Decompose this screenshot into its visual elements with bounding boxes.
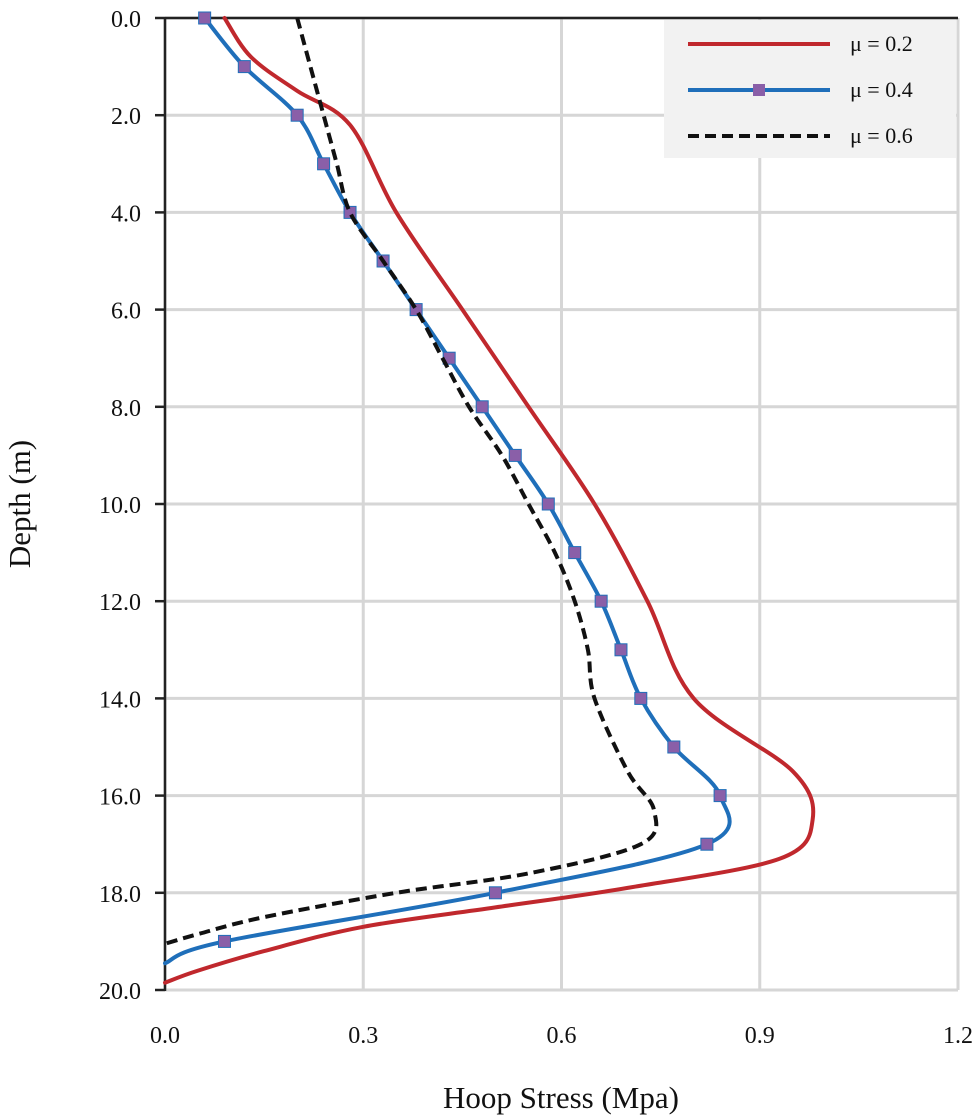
x-tick-label: 0.3 bbox=[348, 1023, 378, 1049]
data-point-marker bbox=[237, 60, 251, 74]
y-tick-label: 4.0 bbox=[111, 201, 141, 227]
data-point-marker bbox=[594, 594, 608, 608]
y-tick-label: 8.0 bbox=[111, 396, 141, 422]
legend-marker bbox=[753, 84, 765, 96]
data-point-marker bbox=[317, 157, 331, 171]
x-tick-label: 1.2 bbox=[943, 1023, 973, 1049]
y-tick-label: 0.0 bbox=[111, 7, 141, 33]
data-point-marker bbox=[475, 400, 489, 414]
data-point-marker bbox=[217, 934, 231, 948]
series-line bbox=[164, 17, 659, 946]
x-tick-label: 0.9 bbox=[745, 1023, 775, 1049]
data-point-marker bbox=[508, 448, 522, 462]
data-point-marker bbox=[700, 837, 714, 851]
legend-label: μ = 0.4 bbox=[850, 77, 913, 102]
tick-labels: 0.0 0.3 0.6 0.9 1.2 0.0 2.0 4.0 6.0 8.0 10.0 12.0 14… bbox=[99, 7, 973, 1049]
axis-layer bbox=[155, 16, 958, 992]
x-tick-label: 0.0 bbox=[150, 1023, 180, 1049]
data-point-marker bbox=[290, 108, 304, 122]
y-axis-title: Depth (m) bbox=[2, 440, 37, 568]
series-layer bbox=[163, 11, 816, 985]
data-point-marker bbox=[541, 497, 555, 511]
legend: μ = 0.2 μ = 0.4 μ = 0.6 bbox=[664, 20, 956, 158]
data-point-marker bbox=[667, 740, 681, 754]
series-1 bbox=[163, 16, 816, 985]
series-2 bbox=[163, 11, 732, 966]
x-axis-title: Hoop Stress (Mpa) bbox=[443, 1080, 679, 1115]
legend-label: μ = 0.6 bbox=[850, 123, 913, 148]
series-3 bbox=[164, 17, 659, 946]
y-tick-label: 16.0 bbox=[99, 785, 141, 811]
x-tick-label: 0.6 bbox=[547, 1023, 577, 1049]
y-tick-label: 20.0 bbox=[99, 979, 141, 1005]
y-tick-label: 6.0 bbox=[111, 299, 141, 325]
data-point-marker bbox=[634, 691, 648, 705]
data-point-marker bbox=[713, 789, 727, 803]
data-point-marker bbox=[198, 11, 212, 25]
y-tick-label: 2.0 bbox=[111, 104, 141, 130]
y-tick-label: 18.0 bbox=[99, 882, 141, 908]
y-tick-label: 10.0 bbox=[99, 493, 141, 519]
data-point-marker bbox=[488, 886, 502, 900]
data-point-marker bbox=[568, 546, 582, 560]
data-point-marker bbox=[614, 643, 628, 657]
y-tick-label: 12.0 bbox=[99, 590, 141, 616]
y-tick-label: 14.0 bbox=[99, 687, 141, 713]
legend-label: μ = 0.2 bbox=[850, 31, 913, 56]
series-line bbox=[163, 16, 816, 985]
